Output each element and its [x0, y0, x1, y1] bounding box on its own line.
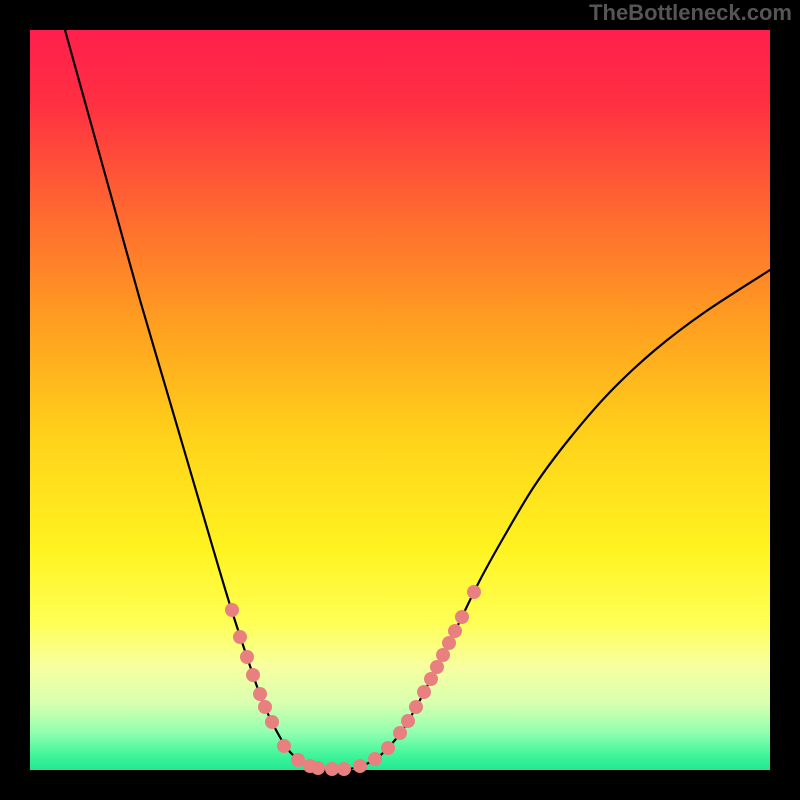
data-marker [455, 610, 469, 624]
data-marker [258, 700, 272, 714]
data-marker [430, 660, 444, 674]
attribution-text: TheBottleneck.com [589, 0, 792, 26]
data-marker [436, 648, 450, 662]
data-marker [253, 687, 267, 701]
data-marker [442, 636, 456, 650]
data-marker [381, 741, 395, 755]
data-marker [448, 624, 462, 638]
data-marker [368, 752, 382, 766]
data-marker [277, 739, 291, 753]
data-marker [233, 630, 247, 644]
data-marker [393, 726, 407, 740]
bottleneck-chart [0, 0, 800, 800]
data-marker [467, 585, 481, 599]
plot-background [30, 30, 770, 770]
data-marker [246, 668, 260, 682]
data-marker [417, 685, 431, 699]
data-marker [353, 759, 367, 773]
data-marker [325, 762, 339, 776]
data-marker [424, 672, 438, 686]
data-marker [225, 603, 239, 617]
data-marker [291, 753, 305, 767]
data-marker [401, 714, 415, 728]
data-marker [311, 761, 325, 775]
data-marker [265, 715, 279, 729]
data-marker [409, 700, 423, 714]
data-marker [337, 762, 351, 776]
data-marker [240, 650, 254, 664]
